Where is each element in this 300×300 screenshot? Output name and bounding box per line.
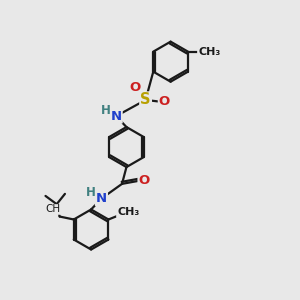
Text: CH₃: CH₃ bbox=[117, 207, 139, 217]
Text: CH₃: CH₃ bbox=[198, 47, 220, 57]
Text: CH: CH bbox=[46, 205, 61, 214]
Text: H: H bbox=[86, 186, 96, 199]
Text: O: O bbox=[139, 174, 150, 188]
Text: N: N bbox=[96, 192, 107, 205]
Text: O: O bbox=[159, 95, 170, 108]
Text: H: H bbox=[101, 104, 111, 117]
Text: S: S bbox=[140, 92, 151, 107]
Text: O: O bbox=[130, 81, 141, 94]
Text: N: N bbox=[111, 110, 122, 123]
